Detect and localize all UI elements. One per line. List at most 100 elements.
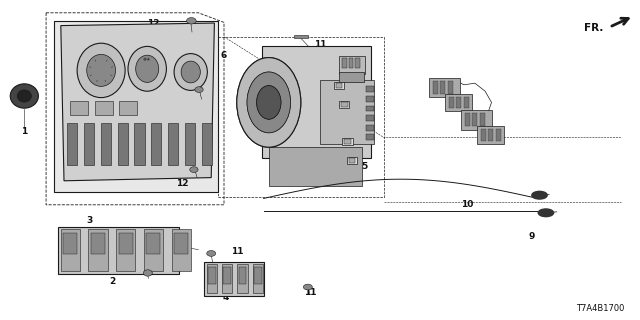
Circle shape [538, 209, 554, 217]
Bar [151, 123, 161, 165]
Bar [222, 264, 232, 293]
Bar [70, 101, 88, 115]
Bar [185, 123, 195, 165]
Bar [456, 97, 461, 108]
Bar [366, 106, 374, 111]
Bar [366, 86, 374, 92]
Bar [464, 97, 469, 108]
Ellipse shape [247, 72, 291, 133]
Bar [239, 267, 246, 284]
Bar [349, 158, 355, 163]
Bar [91, 233, 105, 254]
Bar [168, 123, 178, 165]
Ellipse shape [257, 85, 281, 119]
Bar [202, 123, 212, 165]
Polygon shape [54, 21, 218, 192]
Text: 10: 10 [461, 200, 474, 209]
Bar [355, 58, 360, 68]
Ellipse shape [87, 54, 116, 86]
Text: 11: 11 [157, 236, 170, 244]
Bar [253, 264, 263, 293]
Text: 6: 6 [221, 52, 227, 60]
FancyBboxPatch shape [262, 46, 371, 158]
Bar [477, 126, 504, 144]
Bar [208, 267, 216, 284]
Bar [144, 229, 163, 271]
Ellipse shape [77, 43, 125, 98]
Bar [254, 267, 262, 284]
Bar [134, 123, 145, 165]
Ellipse shape [17, 90, 31, 102]
Bar [147, 233, 161, 254]
Bar [174, 233, 188, 254]
Bar [440, 81, 445, 94]
Bar [496, 129, 501, 141]
Bar [207, 264, 217, 293]
Text: 5: 5 [342, 79, 349, 88]
Ellipse shape [181, 61, 200, 83]
Text: 5: 5 [362, 143, 368, 152]
Text: 11: 11 [230, 247, 243, 256]
Bar [119, 233, 133, 254]
Bar [237, 264, 248, 293]
Text: 2: 2 [109, 277, 115, 286]
Bar [339, 101, 349, 108]
Bar [465, 113, 470, 126]
Text: 3: 3 [86, 216, 93, 225]
Bar [472, 113, 477, 126]
FancyBboxPatch shape [269, 147, 362, 186]
Bar [448, 81, 453, 94]
Bar [429, 78, 460, 97]
Bar [366, 125, 374, 131]
Bar [84, 123, 94, 165]
Text: 8: 8 [445, 82, 451, 91]
FancyBboxPatch shape [320, 80, 374, 144]
Ellipse shape [247, 72, 291, 133]
Bar [461, 110, 492, 130]
Ellipse shape [195, 87, 204, 92]
Text: 9: 9 [528, 232, 534, 241]
Bar [433, 81, 438, 94]
Ellipse shape [128, 46, 166, 91]
Bar [480, 113, 485, 126]
Ellipse shape [237, 58, 301, 147]
Text: 12: 12 [176, 180, 189, 188]
Ellipse shape [143, 270, 152, 276]
Circle shape [532, 191, 547, 199]
Bar [445, 94, 472, 111]
Bar [349, 58, 353, 68]
Text: 7: 7 [336, 52, 342, 60]
Bar [347, 157, 357, 164]
Ellipse shape [10, 84, 38, 108]
Bar [342, 58, 347, 68]
Bar [118, 123, 128, 165]
Text: 11: 11 [304, 288, 317, 297]
Bar [119, 101, 137, 115]
Bar [61, 229, 80, 271]
Ellipse shape [189, 167, 198, 172]
Bar [341, 102, 348, 107]
Text: T7A4B1700: T7A4B1700 [575, 304, 624, 313]
Bar [204, 262, 264, 296]
Bar [344, 139, 351, 144]
Ellipse shape [257, 85, 281, 119]
Ellipse shape [303, 284, 312, 290]
Bar [342, 138, 353, 145]
Bar [223, 267, 231, 284]
Bar [366, 134, 374, 140]
Bar [366, 115, 374, 121]
Bar [336, 83, 342, 88]
Ellipse shape [187, 18, 196, 24]
Ellipse shape [207, 251, 216, 256]
Text: 1: 1 [21, 127, 28, 136]
Bar [88, 229, 108, 271]
Bar [339, 72, 364, 82]
Bar [366, 96, 374, 102]
Bar [334, 82, 344, 89]
Bar [67, 123, 77, 165]
Ellipse shape [174, 53, 207, 90]
Bar [488, 129, 493, 141]
Bar [116, 229, 136, 271]
Bar [101, 123, 111, 165]
Bar [339, 56, 365, 74]
